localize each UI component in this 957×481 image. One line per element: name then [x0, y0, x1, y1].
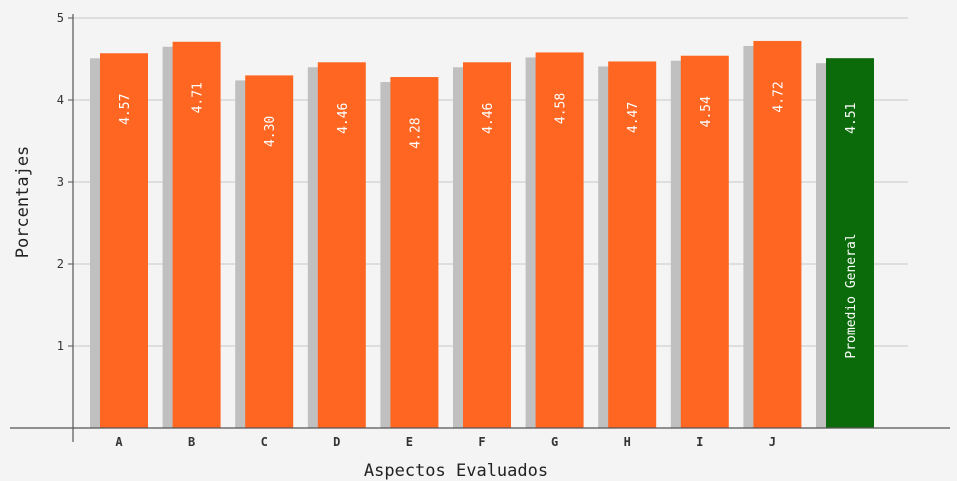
- data-label-i: 4.54: [699, 96, 714, 127]
- bar-average: [826, 58, 874, 429]
- bar-b: [172, 41, 221, 428]
- x-tick-label: G: [551, 435, 558, 449]
- x-tick-label: H: [624, 435, 631, 449]
- bar-g: [535, 52, 584, 428]
- bar-j: [753, 40, 802, 429]
- x-tick-label: D: [333, 435, 340, 449]
- x-tick-label: E: [406, 435, 413, 449]
- data-label-h: 4.47: [626, 102, 641, 133]
- data-label-f: 4.46: [481, 103, 496, 134]
- data-label-d: 4.46: [336, 103, 351, 134]
- data-label-j: 4.72: [771, 81, 786, 112]
- bars-layer: [90, 40, 874, 429]
- y-tick-label: 4: [57, 93, 64, 107]
- bar-a: [100, 53, 148, 428]
- data-label-e: 4.28: [408, 117, 423, 148]
- x-axis-title: Aspectos Evaluados: [364, 461, 548, 481]
- x-tick-label: J: [769, 435, 776, 449]
- data-label-c: 4.30: [263, 116, 278, 147]
- data-label-average: 4.51: [844, 103, 859, 134]
- average-bar-label: Promedio General: [844, 233, 859, 358]
- bar-h: [608, 61, 657, 429]
- bar-c: [245, 75, 294, 429]
- x-tick-label: A: [115, 435, 123, 449]
- data-label-b: 4.71: [191, 82, 206, 113]
- bar-i: [680, 55, 729, 428]
- x-tick-label: I: [696, 435, 703, 449]
- y-tick-label: 3: [57, 175, 64, 189]
- y-axis-title: Porcentajes: [13, 146, 33, 259]
- x-tick-label: B: [188, 435, 195, 449]
- labels-layer: 4.57 4.71 4.30 4.46 4.28 4.46 4.58 4.47 4.54 4.72…: [118, 81, 859, 358]
- x-tick-label: F: [478, 435, 485, 449]
- bar-d: [317, 62, 366, 428]
- data-label-a: 4.57: [118, 94, 133, 125]
- y-tick-label: 5: [57, 11, 64, 25]
- y-tick-label: 2: [57, 257, 64, 271]
- data-label-g: 4.58: [554, 93, 569, 124]
- axis-layer: 1 2 3 4 5 A B C D E F G H I J: [10, 11, 950, 449]
- x-tick-label: C: [261, 435, 268, 449]
- bar-e: [390, 77, 439, 428]
- bar-f: [463, 62, 511, 428]
- y-tick-label: 1: [57, 339, 64, 353]
